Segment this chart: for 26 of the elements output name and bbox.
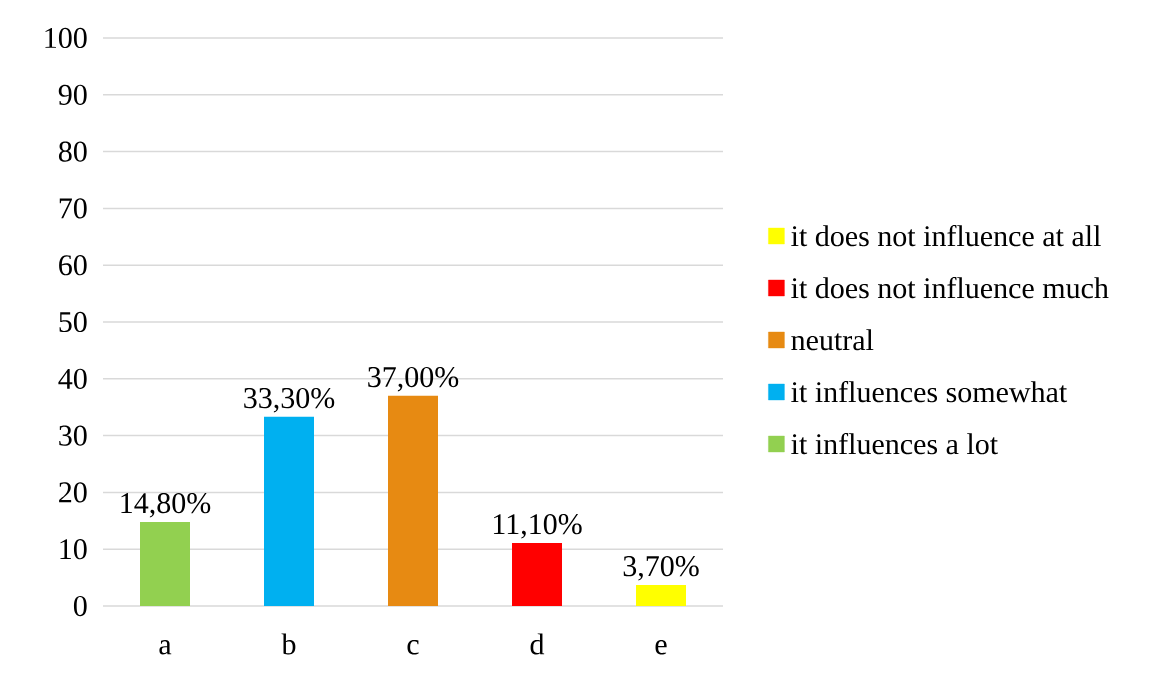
y-tick-label: 90 <box>58 84 87 105</box>
y-tick-label: 100 <box>45 27 87 49</box>
x-tick-label: e <box>655 640 667 655</box>
x-tick-label: b <box>281 633 296 655</box>
legend-label: it does not influence much <box>791 276 1109 299</box>
y-tick-label: 60 <box>59 255 87 276</box>
data-label: 33,30% <box>244 387 335 413</box>
data-label: 14,80% <box>121 492 211 518</box>
x-tick-label: a <box>159 640 172 655</box>
y-tick-label: 40 <box>58 368 87 389</box>
y-tick-label: 70 <box>59 198 87 219</box>
y-tick-label: 0 <box>73 595 87 617</box>
legend-label: it influences a lot <box>791 432 998 455</box>
data-label: 3,70% <box>623 556 699 581</box>
y-tick-label: 80 <box>58 141 87 162</box>
legend-label: neutral <box>791 329 874 351</box>
y-tick-label: 10 <box>60 539 87 560</box>
y-tick-label: 50 <box>59 311 87 333</box>
legend-label: it influences somewhat <box>791 380 1068 403</box>
data-label: 11,10% <box>493 514 582 539</box>
legend-label: it does not influence at all <box>791 224 1101 247</box>
y-tick-label: 30 <box>59 425 87 446</box>
data-label: 37,00% <box>368 366 459 392</box>
y-tick-label: 20 <box>59 482 87 503</box>
x-tick-label: d <box>530 633 545 655</box>
x-tick-label: c <box>407 640 419 655</box>
